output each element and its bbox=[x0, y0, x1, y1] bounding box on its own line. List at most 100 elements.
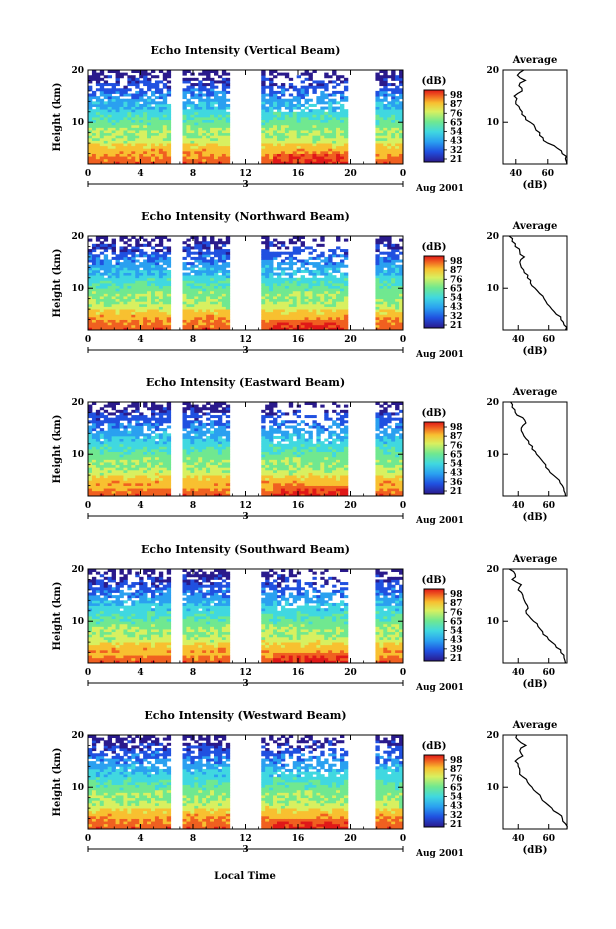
profile-frame bbox=[502, 401, 568, 497]
panel-title: Echo Intensity (Northward Beam) bbox=[141, 210, 350, 223]
heatmap-cells bbox=[88, 735, 404, 830]
x-tick-label: 8 bbox=[190, 668, 196, 678]
profile-y-tick-label: 10 bbox=[486, 450, 499, 460]
colorbar-tick-label: 76 bbox=[450, 774, 463, 784]
panel-4: Echo Intensity (Westward Beam) 0 4 8 12 16 20 0… bbox=[52, 709, 568, 859]
colorbar-label: (dB) bbox=[422, 741, 447, 752]
x-tick-label: 8 bbox=[190, 501, 196, 511]
colorbar bbox=[423, 421, 445, 495]
y-tick-label: 20 bbox=[71, 398, 84, 408]
x-tick-label: 20 bbox=[344, 668, 357, 678]
profile-x-label: (dB) bbox=[523, 346, 548, 357]
x-tick-label: 0 bbox=[400, 834, 406, 844]
colorbar-tick-label: 43 bbox=[450, 802, 463, 812]
x-tick-label: 12 bbox=[239, 335, 252, 345]
profile-line bbox=[510, 401, 567, 497]
heatmap-cells bbox=[88, 402, 404, 497]
x-axis-label: Local Time bbox=[214, 871, 276, 882]
colorbar-tick-label: 32 bbox=[450, 811, 463, 821]
profile-x-tick-label: 60 bbox=[542, 834, 555, 844]
month-label: Aug 2001 bbox=[415, 683, 464, 693]
x-tick-label: 12 bbox=[239, 501, 252, 511]
panel-2: Echo Intensity (Eastward Beam) 0 4 8 12 16 20 0… bbox=[52, 376, 568, 526]
colorbar-label: (dB) bbox=[422, 575, 447, 586]
profile-title: Average bbox=[512, 221, 558, 232]
y-axis-label: Height (km) bbox=[52, 582, 63, 651]
x-tick-label: 4 bbox=[137, 335, 143, 345]
colorbar-tick-label: 76 bbox=[450, 441, 463, 451]
x-tick-label: 0 bbox=[400, 668, 406, 678]
profile-frame bbox=[502, 69, 568, 165]
y-tick-label: 10 bbox=[71, 617, 84, 627]
profile-x-label: (dB) bbox=[523, 845, 548, 856]
colorbar-tick-label: 39 bbox=[450, 645, 463, 655]
colorbar-tick-label: 98 bbox=[450, 423, 463, 433]
profile-line bbox=[514, 734, 568, 830]
colorbar-label: (dB) bbox=[422, 408, 447, 419]
profile-line bbox=[513, 69, 568, 165]
profile-title: Average bbox=[512, 554, 558, 565]
colorbar-tick-label: 87 bbox=[450, 432, 463, 442]
y-tick-label: 20 bbox=[71, 731, 84, 741]
colorbar-tick-label: 43 bbox=[450, 469, 463, 479]
colorbar-tick-label: 32 bbox=[450, 312, 463, 322]
colorbar-tick-label: 87 bbox=[450, 599, 463, 609]
x-tick-label: 16 bbox=[292, 169, 305, 179]
x-tick-label: 16 bbox=[292, 501, 305, 511]
colorbar-tick-label: 65 bbox=[450, 284, 463, 294]
panel-0: Echo Intensity (Vertical Beam) 0 4 8 12 16 20 0… bbox=[52, 44, 568, 194]
x-tick-label: 8 bbox=[190, 335, 196, 345]
profile-x-tick-label: 60 bbox=[542, 668, 555, 678]
x-tick-label: 16 bbox=[292, 834, 305, 844]
profile-x-tick-label: 40 bbox=[512, 501, 525, 511]
profile-x-label: (dB) bbox=[523, 180, 548, 191]
profile-frame bbox=[502, 235, 568, 331]
y-tick-label: 20 bbox=[71, 565, 84, 575]
x-tick-label: 4 bbox=[137, 169, 143, 179]
panel-title: Echo Intensity (Westward Beam) bbox=[144, 709, 346, 722]
profile-line bbox=[508, 235, 568, 331]
y-axis-label: Height (km) bbox=[52, 748, 63, 817]
y-axis-label: Height (km) bbox=[52, 83, 63, 152]
panel-3: Echo Intensity (Southward Beam) 0 4 8 12 16 20… bbox=[52, 543, 568, 693]
colorbar-tick-label: 76 bbox=[450, 109, 463, 119]
x-tick-label: 20 bbox=[344, 501, 357, 511]
month-label: Aug 2001 bbox=[415, 849, 464, 859]
colorbar-tick-label: 54 bbox=[450, 128, 463, 138]
month-label: Aug 2001 bbox=[415, 350, 464, 360]
date-label: 3 bbox=[242, 512, 248, 522]
profile-y-tick-label: 10 bbox=[486, 783, 499, 793]
profile-title: Average bbox=[512, 387, 558, 398]
x-tick-label: 4 bbox=[137, 501, 143, 511]
colorbar-label: (dB) bbox=[422, 76, 447, 87]
colorbar-label: (dB) bbox=[422, 242, 447, 253]
y-tick-label: 20 bbox=[71, 66, 84, 76]
x-tick-label: 0 bbox=[400, 335, 406, 345]
x-tick-label: 0 bbox=[85, 169, 91, 179]
colorbar-tick-label: 87 bbox=[450, 100, 463, 110]
date-label: 3 bbox=[242, 180, 248, 190]
colorbar bbox=[423, 588, 445, 662]
x-tick-label: 0 bbox=[85, 668, 91, 678]
colorbar-tick-label: 98 bbox=[450, 590, 463, 600]
x-tick-label: 0 bbox=[400, 169, 406, 179]
colorbar-tick-label: 98 bbox=[450, 257, 463, 267]
date-label: 3 bbox=[242, 679, 248, 689]
profile-x-tick-label: 40 bbox=[510, 169, 523, 179]
profile-x-label: (dB) bbox=[523, 512, 548, 523]
colorbar-tick-label: 54 bbox=[450, 460, 463, 470]
colorbar-tick-label: 76 bbox=[450, 275, 463, 285]
x-tick-label: 20 bbox=[344, 169, 357, 179]
x-tick-label: 20 bbox=[344, 335, 357, 345]
x-tick-label: 16 bbox=[292, 335, 305, 345]
colorbar-tick-label: 21 bbox=[450, 487, 463, 497]
y-axis-label: Height (km) bbox=[52, 415, 63, 484]
profile-y-tick-label: 20 bbox=[486, 66, 499, 76]
colorbar-tick-label: 43 bbox=[450, 303, 463, 313]
date-label: 3 bbox=[242, 845, 248, 855]
x-tick-label: 0 bbox=[85, 834, 91, 844]
x-tick-label: 12 bbox=[239, 169, 252, 179]
profile-y-tick-label: 20 bbox=[486, 232, 499, 242]
colorbar-tick-label: 21 bbox=[450, 820, 463, 830]
